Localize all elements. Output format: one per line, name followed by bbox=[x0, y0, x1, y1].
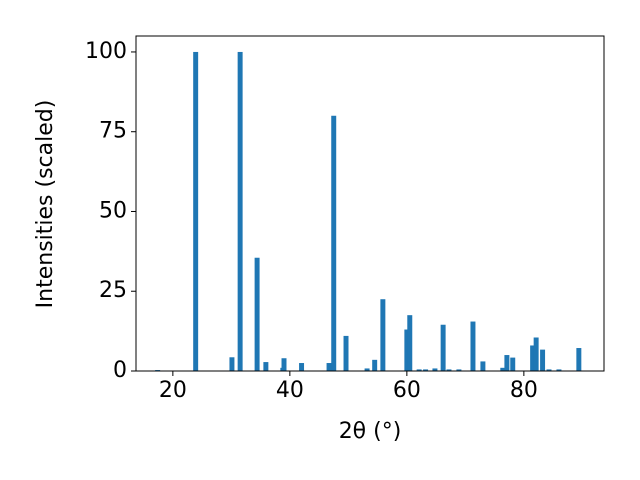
x-tick-label: 20 bbox=[159, 378, 187, 403]
bar bbox=[281, 358, 287, 371]
y-tick-label: 100 bbox=[85, 39, 127, 64]
bar bbox=[407, 315, 413, 371]
bar bbox=[364, 368, 370, 371]
x-axis-label: 2θ (°) bbox=[339, 419, 402, 444]
axes-frame bbox=[135, 35, 605, 372]
y-tick-label: 75 bbox=[99, 119, 127, 144]
bar bbox=[510, 357, 516, 371]
plot-area bbox=[155, 51, 582, 371]
x-tick-label: 80 bbox=[510, 378, 538, 403]
bar bbox=[470, 321, 476, 371]
bar bbox=[446, 369, 452, 371]
bar bbox=[380, 299, 386, 371]
x-tick-label: 40 bbox=[276, 378, 304, 403]
y-axis-label: Intensities (scaled) bbox=[33, 100, 58, 309]
bar bbox=[331, 115, 337, 371]
bar bbox=[416, 369, 422, 371]
bar bbox=[456, 369, 462, 371]
bar bbox=[237, 51, 243, 371]
bar bbox=[193, 51, 199, 371]
bar bbox=[432, 368, 438, 371]
bar bbox=[326, 363, 332, 371]
bar bbox=[372, 359, 378, 371]
bar bbox=[343, 335, 349, 371]
bar bbox=[404, 329, 410, 371]
bar bbox=[440, 324, 446, 371]
bar bbox=[546, 369, 552, 371]
y-tick-label: 50 bbox=[99, 198, 127, 223]
y-tick-label: 0 bbox=[113, 358, 127, 383]
bar bbox=[480, 361, 486, 371]
x-tick-label: 60 bbox=[393, 378, 421, 403]
bar bbox=[254, 257, 260, 371]
bar bbox=[530, 345, 536, 371]
bar bbox=[540, 349, 546, 371]
bar bbox=[500, 367, 506, 371]
y-tick-label: 25 bbox=[99, 278, 127, 303]
bar bbox=[576, 348, 582, 371]
bar bbox=[533, 337, 539, 371]
bar bbox=[229, 357, 235, 371]
bar bbox=[299, 363, 305, 371]
bar bbox=[504, 355, 510, 371]
bar bbox=[556, 369, 562, 371]
bar bbox=[423, 369, 429, 371]
bar bbox=[263, 362, 269, 371]
